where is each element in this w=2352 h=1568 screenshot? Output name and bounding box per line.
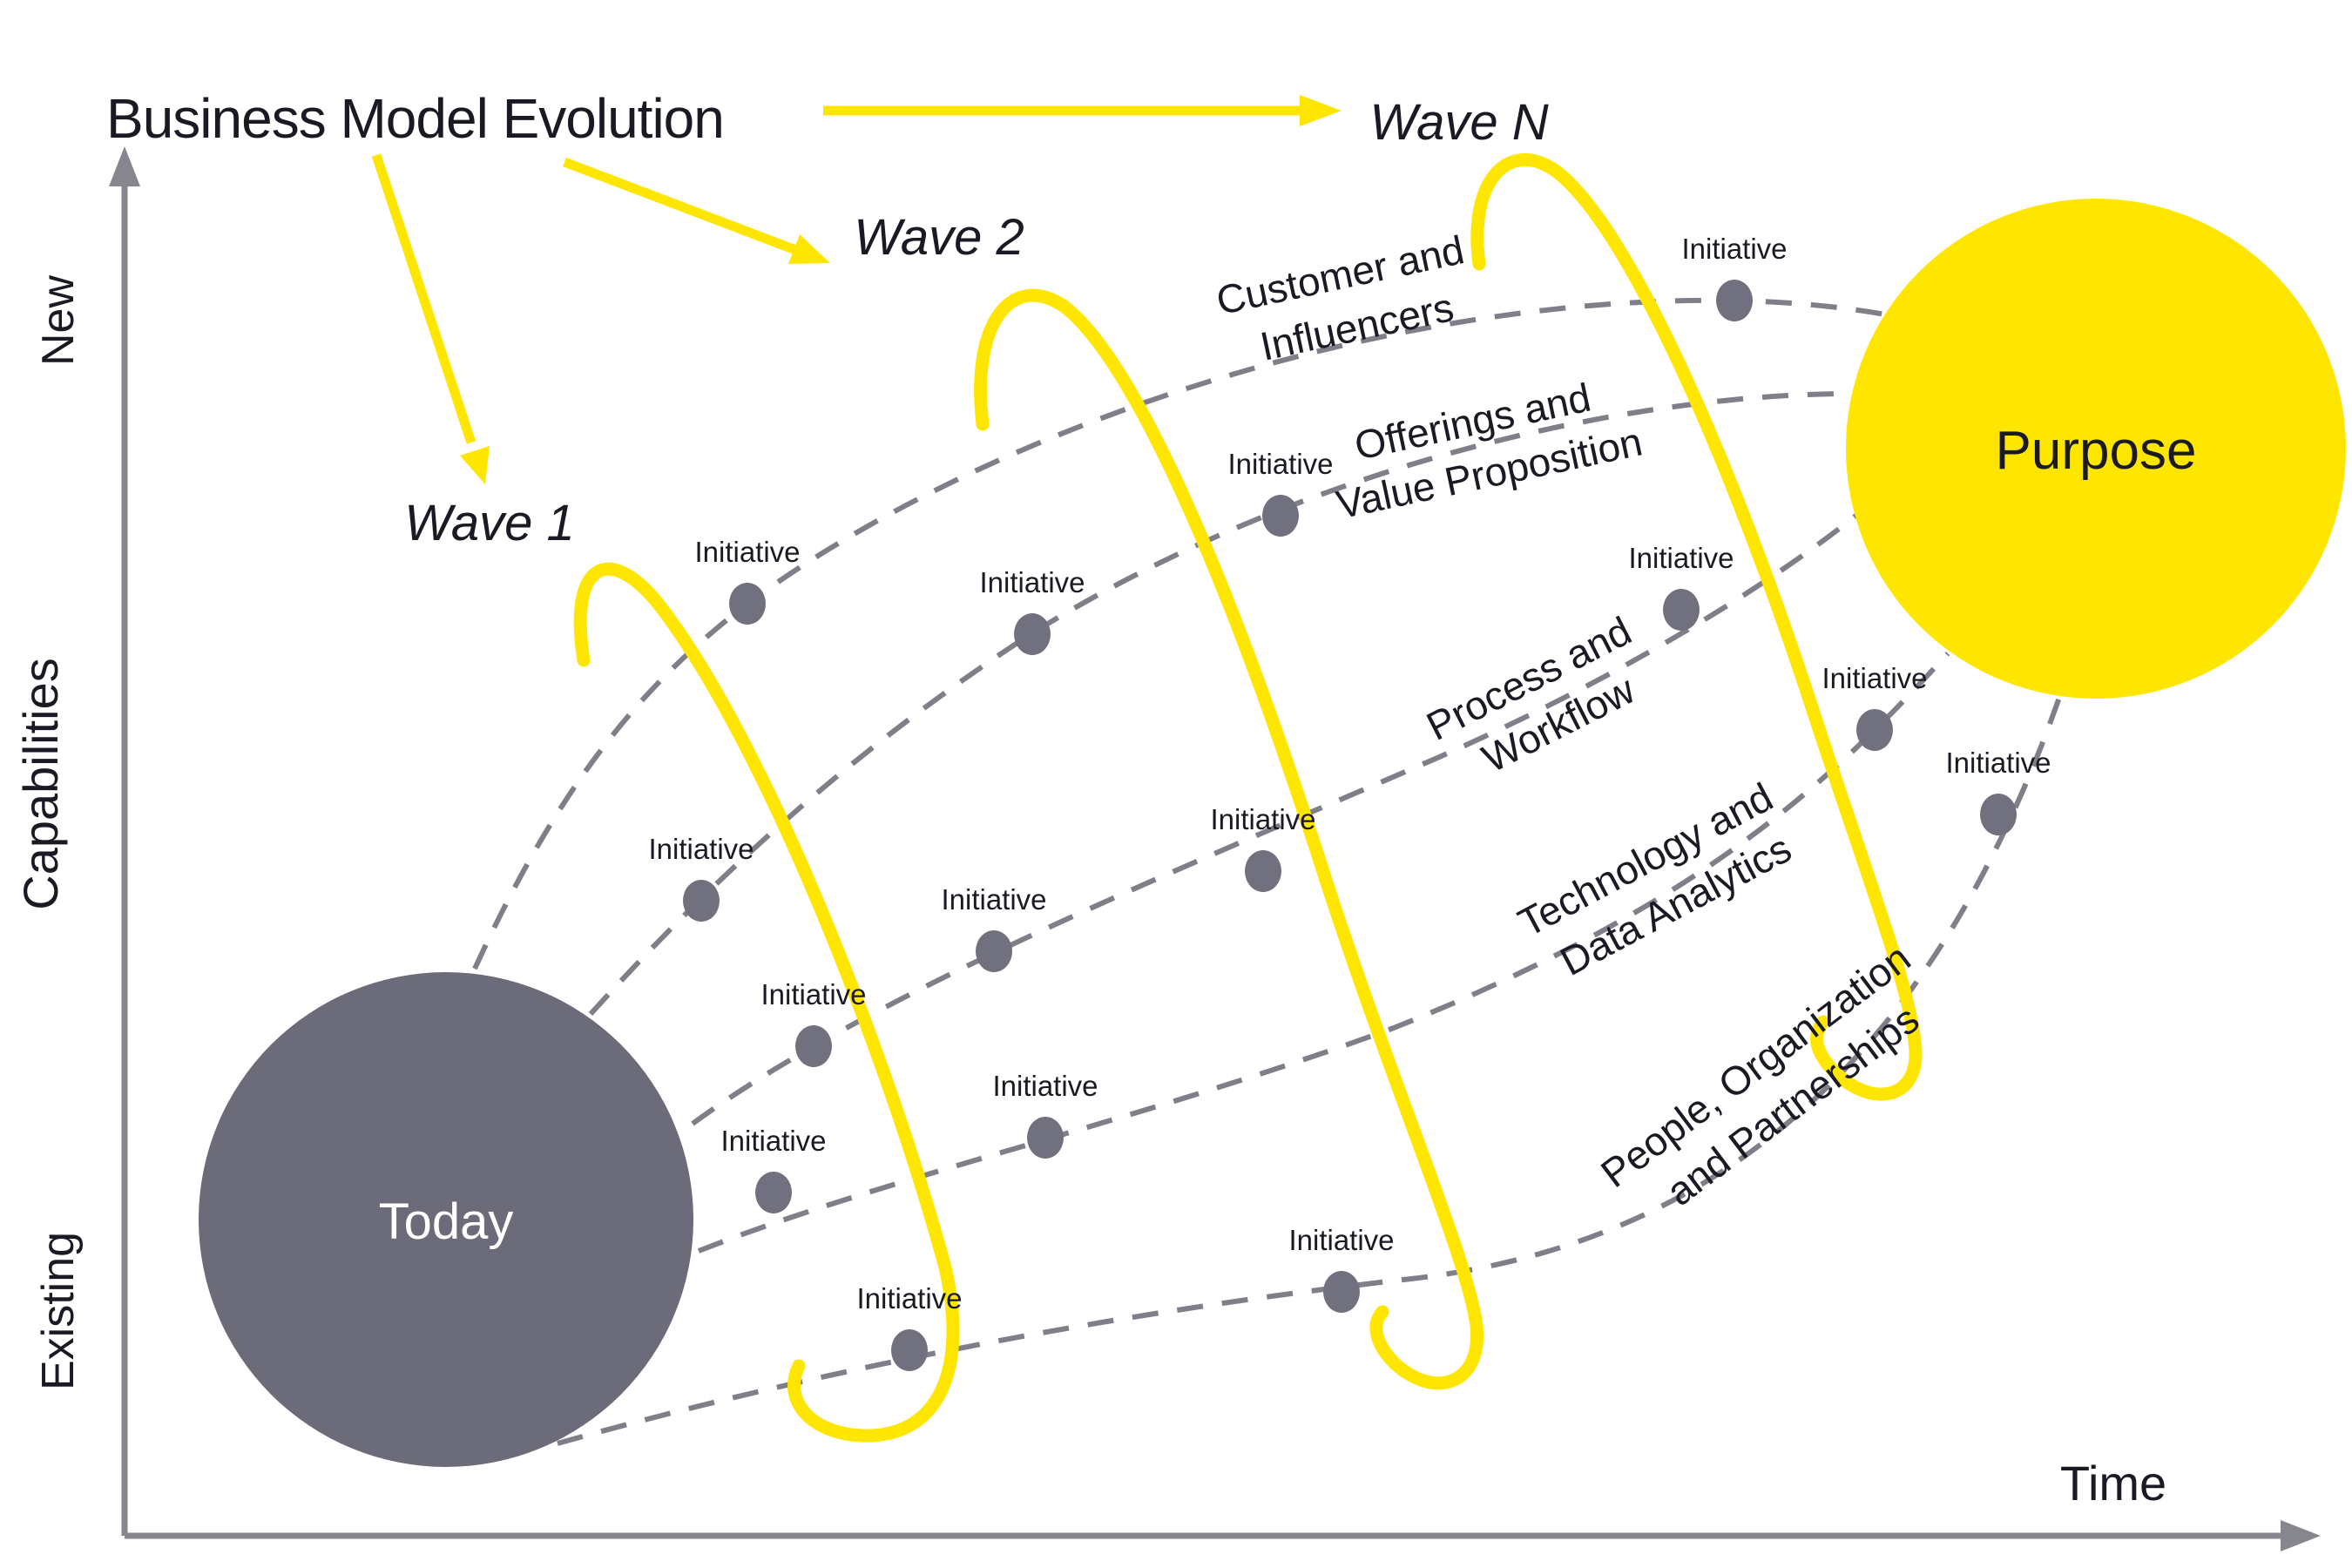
wave-2-arc: [974, 288, 1484, 1390]
initiative: Initiative: [694, 536, 801, 625]
initiative: Initiative: [1227, 448, 1334, 537]
initiative: Initiative: [1821, 662, 1928, 751]
initiative-label: Initiative: [1288, 1224, 1394, 1256]
initiative-label: Initiative: [720, 1125, 826, 1157]
x-axis-title: Time: [2060, 1456, 2166, 1511]
initiative-label: Initiative: [1821, 662, 1927, 694]
lane-customer: [472, 297, 1891, 970]
wave-2-label: Wave 2: [854, 209, 1024, 266]
lane-labels: Customer and Influencers Offerings and V…: [1213, 225, 1927, 1214]
initiative-dot: [1323, 1271, 1360, 1313]
y-axis-title: Capabilities: [13, 658, 68, 910]
initiative-label: Initiative: [992, 1070, 1098, 1102]
initiative-label: Initiative: [856, 1282, 962, 1315]
header: Business Model Evolution: [106, 87, 1342, 484]
initiative: Initiative: [720, 1125, 827, 1213]
purpose-node: [1846, 199, 2346, 699]
lane-label-offerings: Offerings and Value Proposition: [1321, 366, 1646, 528]
initiative-label: Initiative: [941, 883, 1046, 916]
initiative-label: Initiative: [1945, 747, 2051, 779]
y-axis-arrowhead-icon: [109, 146, 140, 186]
initiative-dot: [891, 1329, 928, 1371]
initiative-dot: [1716, 280, 1753, 321]
today-node: [199, 972, 693, 1467]
lane-people: [557, 692, 2064, 1446]
initiative: Initiative: [1628, 542, 1734, 631]
arrow-to-wave-2: [563, 157, 800, 256]
initiative: Initiative: [648, 833, 754, 922]
initiative-dot: [683, 880, 720, 922]
initiative-dot: [755, 1172, 792, 1213]
x-axis-arrowhead-icon: [2281, 1520, 2321, 1551]
wave-labels: Wave 1 Wave 2 Wave N: [404, 94, 1549, 551]
initiative: Initiative: [856, 1282, 963, 1371]
purpose-label: Purpose: [1996, 421, 2197, 481]
initiative-label: Initiative: [694, 536, 800, 568]
initiative: Initiative: [760, 978, 867, 1067]
initiative: Initiative: [979, 566, 1085, 655]
initiative-dot: [795, 1025, 832, 1067]
nodes: Today Purpose: [199, 199, 2346, 1467]
wave-n-arc: [1470, 152, 1923, 1101]
initiative-dot: [1980, 794, 2017, 835]
initiative: Initiative: [1288, 1224, 1395, 1313]
arrow-to-wave-n-head-icon: [1300, 95, 1342, 126]
initiative-dot: [1014, 613, 1051, 655]
arrow-to-wave-1-head-icon: [460, 446, 490, 484]
axes: New Capabilities Existing Time: [13, 146, 2321, 1551]
initiative-dots: Initiative Initiative Initiative Initiative…: [648, 233, 2051, 1371]
lane-technology: [697, 651, 1950, 1254]
y-axis-top-label: New: [33, 275, 84, 366]
initiative-label: Initiative: [979, 566, 1085, 598]
initiative-label: Initiative: [1628, 542, 1734, 574]
initiative: Initiative: [992, 1070, 1098, 1159]
initiative-dot: [1856, 709, 1893, 751]
lane-offerings: [588, 391, 1850, 1017]
arrow-to-wave-1: [371, 153, 476, 444]
lane-label-technology: Technology and Data Analytics: [1511, 768, 1815, 993]
wave-1-label: Wave 1: [404, 495, 575, 551]
initiative-dot: [1663, 589, 1700, 631]
initiative-label: Initiative: [1227, 448, 1333, 480]
y-axis-bottom-label: Existing: [33, 1232, 84, 1390]
initiative-label: Initiative: [648, 833, 754, 865]
initiative-dot: [729, 583, 766, 625]
initiative: Initiative: [941, 883, 1047, 972]
initiative: Initiative: [1945, 747, 2051, 835]
initiative-dot: [1245, 850, 1281, 892]
wave-arcs: [573, 152, 1923, 1443]
page-title: Business Model Evolution: [106, 87, 724, 150]
today-label: Today: [379, 1193, 514, 1250]
initiative-dot: [1027, 1117, 1064, 1159]
initiative-dot: [976, 930, 1012, 972]
wave-n-label: Wave N: [1369, 94, 1548, 151]
arrow-to-wave-2-head-icon: [788, 234, 830, 264]
initiative-label: Initiative: [1681, 233, 1787, 265]
lane-label-process: Process and Workflow: [1419, 603, 1673, 797]
lane-label-customer: Customer and Influencers: [1213, 225, 1490, 376]
initiative-label: Initiative: [1210, 803, 1315, 835]
initiative-dot: [1262, 495, 1299, 537]
initiative: Initiative: [1681, 233, 1788, 321]
initiative: Initiative: [1210, 803, 1316, 892]
workstream-lanes: [472, 297, 2064, 1446]
initiative-label: Initiative: [760, 978, 866, 1010]
wave-1-arc: [573, 562, 960, 1443]
